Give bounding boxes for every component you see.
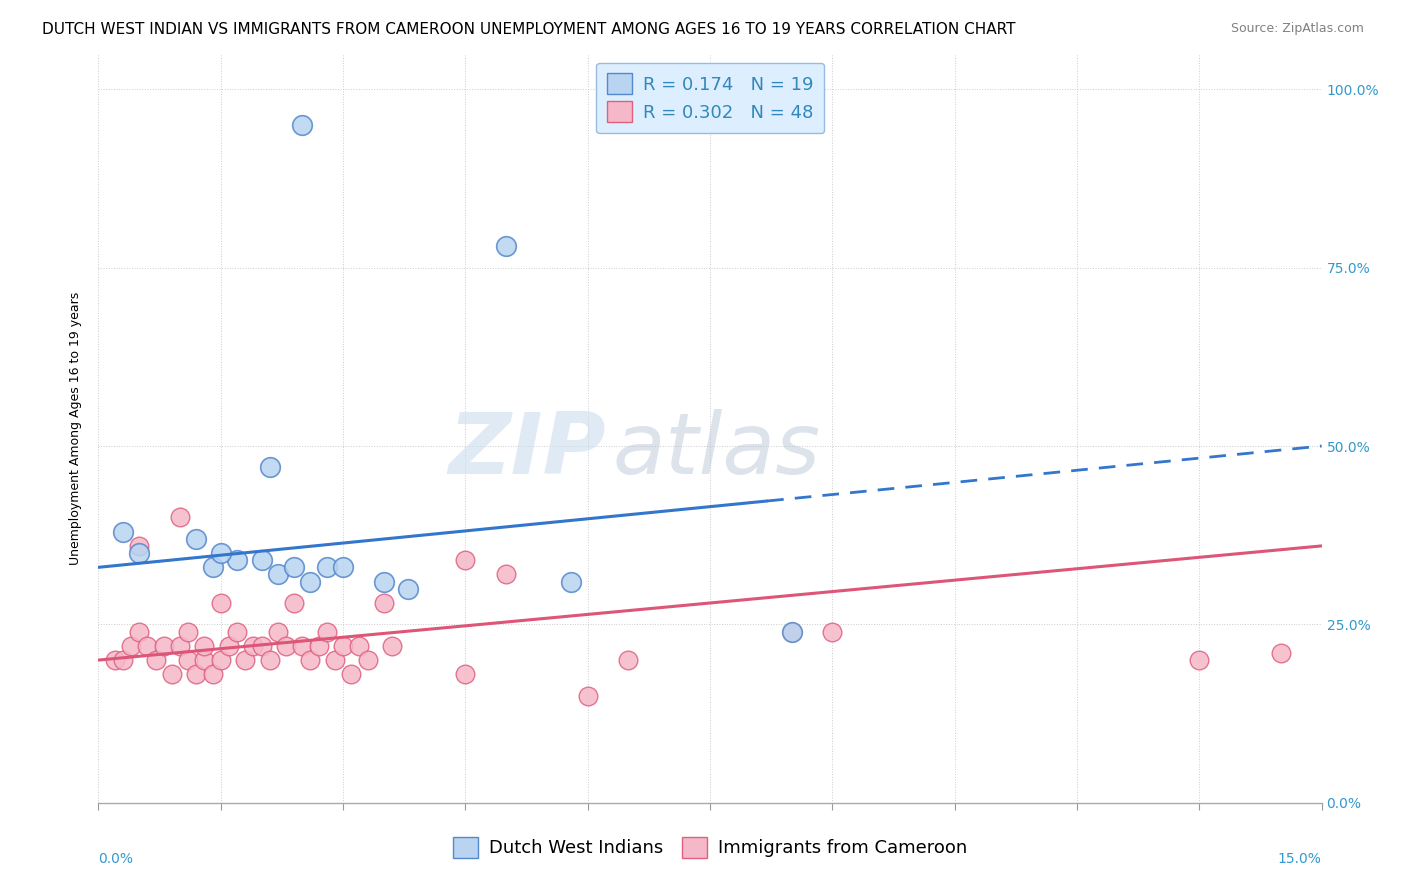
Point xyxy=(267,624,290,639)
Point xyxy=(340,667,363,681)
Point xyxy=(193,639,215,653)
Point xyxy=(120,639,142,653)
Point xyxy=(576,689,599,703)
Point xyxy=(233,653,256,667)
Point xyxy=(226,624,249,639)
Point xyxy=(250,639,273,653)
Point xyxy=(821,624,844,639)
Y-axis label: Unemployment Among Ages 16 to 19 years: Unemployment Among Ages 16 to 19 years xyxy=(69,292,83,565)
Point xyxy=(1188,653,1211,667)
Point xyxy=(111,524,134,539)
Legend: Dutch West Indians, Immigrants from Cameroon: Dutch West Indians, Immigrants from Came… xyxy=(446,830,974,865)
Point xyxy=(283,596,305,610)
Point xyxy=(291,639,314,653)
Point xyxy=(495,567,517,582)
Point xyxy=(315,624,337,639)
Point xyxy=(209,653,232,667)
Point xyxy=(315,560,337,574)
Point xyxy=(201,667,224,681)
Point xyxy=(299,574,322,589)
Point xyxy=(250,553,273,567)
Text: DUTCH WEST INDIAN VS IMMIGRANTS FROM CAMEROON UNEMPLOYMENT AMONG AGES 16 TO 19 Y: DUTCH WEST INDIAN VS IMMIGRANTS FROM CAM… xyxy=(42,22,1015,37)
Point xyxy=(242,639,264,653)
Point xyxy=(267,567,290,582)
Point xyxy=(1270,646,1292,660)
Point xyxy=(259,653,281,667)
Point xyxy=(454,667,477,681)
Text: Source: ZipAtlas.com: Source: ZipAtlas.com xyxy=(1230,22,1364,36)
Point xyxy=(104,653,127,667)
Point xyxy=(201,560,224,574)
Point xyxy=(349,639,371,653)
Point xyxy=(396,582,419,596)
Point xyxy=(381,639,404,653)
Point xyxy=(373,574,395,589)
Point xyxy=(332,560,354,574)
Point xyxy=(177,624,200,639)
Text: 15.0%: 15.0% xyxy=(1278,852,1322,865)
Point xyxy=(209,596,232,610)
Point xyxy=(780,624,803,639)
Point xyxy=(186,532,208,546)
Point xyxy=(283,560,305,574)
Point xyxy=(373,596,395,610)
Point xyxy=(323,653,346,667)
Point xyxy=(356,653,378,667)
Point xyxy=(495,239,517,253)
Text: 0.0%: 0.0% xyxy=(98,852,134,865)
Point xyxy=(177,653,200,667)
Point xyxy=(780,624,803,639)
Point xyxy=(128,539,150,553)
Point xyxy=(186,667,208,681)
Point xyxy=(226,553,249,567)
Point xyxy=(145,653,167,667)
Text: ZIP: ZIP xyxy=(449,409,606,492)
Point xyxy=(160,667,183,681)
Point xyxy=(332,639,354,653)
Text: atlas: atlas xyxy=(612,409,820,492)
Point xyxy=(218,639,240,653)
Point xyxy=(136,639,159,653)
Point xyxy=(169,510,191,524)
Point xyxy=(169,639,191,653)
Point xyxy=(560,574,582,589)
Point xyxy=(291,118,314,132)
Point xyxy=(193,653,215,667)
Point xyxy=(152,639,174,653)
Point xyxy=(454,553,477,567)
Point xyxy=(128,624,150,639)
Point xyxy=(299,653,322,667)
Point xyxy=(274,639,297,653)
Point xyxy=(111,653,134,667)
Point xyxy=(209,546,232,560)
Point xyxy=(259,460,281,475)
Point xyxy=(308,639,330,653)
Point xyxy=(128,546,150,560)
Point xyxy=(617,653,640,667)
